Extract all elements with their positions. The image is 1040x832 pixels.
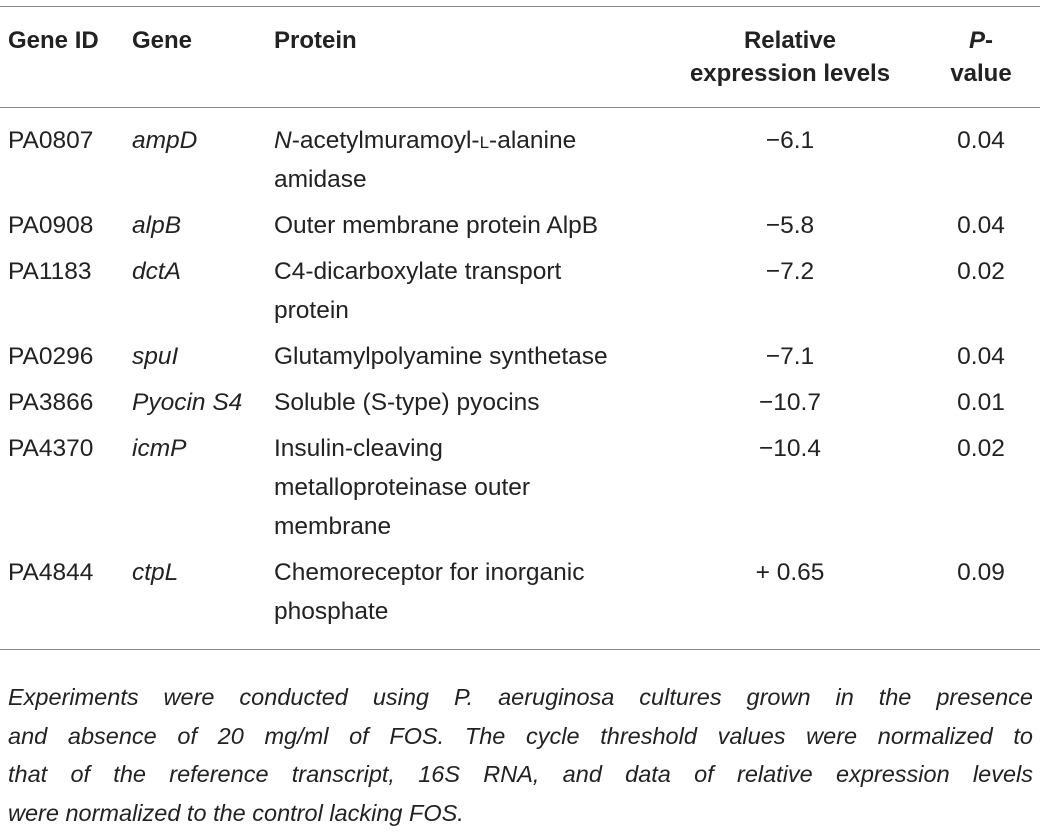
cell-gene-id: PA0296 <box>0 335 124 381</box>
header-pvalue: P- value <box>922 7 1040 108</box>
table-row: PA3866 Pyocin S4 Soluble (S-type) pyocin… <box>0 381 1040 427</box>
cell-relative-expression: −7.2 <box>658 250 922 335</box>
footnote-line2: and absence of 20 mg/ml of FOS. The cycl… <box>8 717 1033 756</box>
protein-text-line1: C4-dicarboxylate transport <box>274 258 561 285</box>
cell-gene-id: PA4370 <box>0 427 124 551</box>
table-row: PA4370 icmP Insulin-cleaving metalloprote… <box>0 427 1040 551</box>
header-pvalue-p: P <box>969 27 985 54</box>
cell-gene: icmP <box>124 427 266 551</box>
cell-pvalue: 0.02 <box>922 427 1040 551</box>
cell-protein: N-acetylmuramoyl-l-alanine amidase <box>266 108 658 205</box>
cell-protein: Soluble (S-type) pyocins <box>266 381 658 427</box>
protein-text-line2: phosphate <box>274 598 388 625</box>
cell-gene: Pyocin S4 <box>124 381 266 427</box>
cell-gene: dctA <box>124 250 266 335</box>
cell-gene-id: PA1183 <box>0 250 124 335</box>
header-gene: Gene <box>124 7 266 108</box>
protein-text-line1: Insulin-cleaving <box>274 435 443 462</box>
table-row: PA1183 dctA C4-dicarboxylate transport pr… <box>0 250 1040 335</box>
header-relative-line2: expression levels <box>658 57 922 90</box>
protein-text-line2: amidase <box>274 166 367 193</box>
header-gene-id: Gene ID <box>0 7 124 108</box>
cell-pvalue: 0.04 <box>922 204 1040 250</box>
header-row: Gene ID Gene Protein Relative expression… <box>0 7 1040 108</box>
table-row: PA4844 ctpL Chemoreceptor for inorganic p… <box>0 551 1040 650</box>
header-relative-line1: Relative <box>658 24 922 57</box>
cell-protein: Insulin-cleaving metalloproteinase outer m… <box>266 427 658 551</box>
cell-pvalue: 0.04 <box>922 335 1040 381</box>
table-row: PA0296 spuI Glutamylpolyamine synthetase… <box>0 335 1040 381</box>
footnote-line4: were normalized to the control lacking F… <box>8 794 1033 832</box>
protein-smallcaps: l <box>480 127 489 154</box>
header-relative-expression: Relative expression levels <box>658 7 922 108</box>
protein-text: -acetylmuramoyl- <box>292 127 480 154</box>
footnote-line1: Experiments were conducted using P. aeru… <box>8 678 1033 717</box>
footnote-line3: that of the reference transcript, 16S RN… <box>8 755 1033 794</box>
cell-gene: alpB <box>124 204 266 250</box>
expression-table-container: Gene ID Gene Protein Relative expression… <box>0 6 1040 650</box>
expression-table: Gene ID Gene Protein Relative expression… <box>0 6 1040 650</box>
protein-text-line2: protein <box>274 297 349 324</box>
cell-protein: Chemoreceptor for inorganic phosphate <box>266 551 658 650</box>
cell-gene-id: PA0908 <box>0 204 124 250</box>
cell-protein: C4-dicarboxylate transport protein <box>266 250 658 335</box>
protein-text-line2: metalloproteinase outer <box>274 474 530 501</box>
cell-gene: ctpL <box>124 551 266 650</box>
table-row: PA0807 ampD N-acetylmuramoyl-l-alanine am… <box>0 108 1040 205</box>
protein-text-line3: membrane <box>274 513 391 540</box>
table-body: PA0807 ampD N-acetylmuramoyl-l-alanine am… <box>0 108 1040 650</box>
table-header: Gene ID Gene Protein Relative expression… <box>0 7 1040 108</box>
cell-gene-id: PA3866 <box>0 381 124 427</box>
header-pvalue-line2: value <box>922 57 1040 90</box>
cell-protein: Glutamylpolyamine synthetase <box>266 335 658 381</box>
cell-pvalue: 0.09 <box>922 551 1040 650</box>
protein-text-line1: Chemoreceptor for inorganic <box>274 559 585 586</box>
cell-relative-expression: −10.7 <box>658 381 922 427</box>
protein-prefix-italic: N <box>274 127 292 154</box>
cell-pvalue: 0.04 <box>922 108 1040 205</box>
table-footnote: Experiments were conducted using P. aeru… <box>8 678 1033 832</box>
table-row: PA0908 alpB Outer membrane protein AlpB … <box>0 204 1040 250</box>
cell-relative-expression: −7.1 <box>658 335 922 381</box>
cell-gene: spuI <box>124 335 266 381</box>
cell-gene: ampD <box>124 108 266 205</box>
cell-relative-expression: −6.1 <box>658 108 922 205</box>
header-pvalue-line1: P- <box>922 24 1040 57</box>
header-protein: Protein <box>266 7 658 108</box>
cell-gene-id: PA4844 <box>0 551 124 650</box>
cell-relative-expression: + 0.65 <box>658 551 922 650</box>
cell-pvalue: 0.01 <box>922 381 1040 427</box>
cell-relative-expression: −10.4 <box>658 427 922 551</box>
protein-text-rest: -alanine <box>489 127 576 154</box>
cell-pvalue: 0.02 <box>922 250 1040 335</box>
cell-gene-id: PA0807 <box>0 108 124 205</box>
cell-relative-expression: −5.8 <box>658 204 922 250</box>
cell-protein: Outer membrane protein AlpB <box>266 204 658 250</box>
